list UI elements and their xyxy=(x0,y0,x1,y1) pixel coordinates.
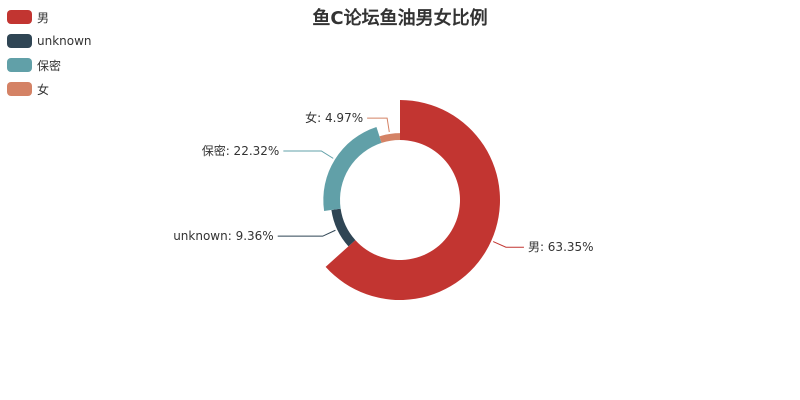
legend-swatch xyxy=(7,58,32,72)
slice-label-female: 女: 4.97% xyxy=(305,110,363,125)
legend-label: unknown xyxy=(37,34,92,48)
slice-unknown[interactable] xyxy=(331,208,356,247)
slice-female[interactable] xyxy=(379,133,400,143)
legend-swatch xyxy=(7,34,32,48)
legend-item-female[interactable]: 女 xyxy=(7,77,92,101)
legend-swatch xyxy=(7,10,32,24)
legend: 男 unknown 保密 女 xyxy=(7,5,92,101)
slice-secret[interactable] xyxy=(323,127,382,211)
legend-label: 男 xyxy=(37,10,50,25)
slice-label-unknown: unknown: 9.36% xyxy=(173,229,274,243)
slice-male[interactable] xyxy=(325,100,501,300)
leader-line-female xyxy=(367,117,390,133)
legend-swatch xyxy=(7,82,32,96)
slice-label-male: 男: 63.35% xyxy=(528,240,594,254)
chart-title: 鱼C论坛鱼油男女比例 xyxy=(312,8,488,29)
legend-item-male[interactable]: 男 xyxy=(7,5,92,29)
slice-label-secret: 保密: 22.32% xyxy=(202,143,280,158)
leader-line-unknown xyxy=(277,229,336,237)
leader-line-secret xyxy=(283,150,334,159)
leader-line-male xyxy=(492,241,524,248)
legend-label: 保密 xyxy=(37,58,62,73)
legend-label: 女 xyxy=(37,82,50,97)
legend-item-unknown[interactable]: unknown xyxy=(7,29,92,53)
legend-item-secret[interactable]: 保密 xyxy=(7,53,92,77)
